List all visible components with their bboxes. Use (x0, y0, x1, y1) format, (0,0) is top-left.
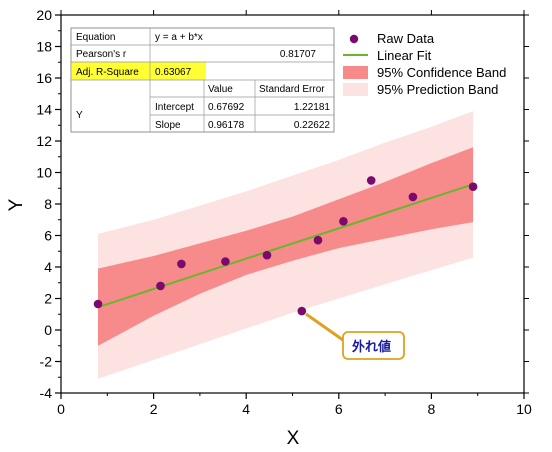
outlier-callout-box (342, 331, 405, 360)
stats-table: Equation y = a + b*x Pearson's r 0.81707… (70, 27, 335, 133)
data-point-8 (339, 217, 348, 226)
outlier-annotation: 外れ値 (305, 312, 405, 360)
y-tick-label--4: -4 (40, 385, 53, 401)
stats-param-group: Y (76, 110, 83, 121)
data-point-7 (313, 235, 323, 245)
legend: Raw Data Linear Fit 95% Confidence Band … (343, 31, 506, 97)
outlier-callout-leader (305, 312, 344, 342)
legend-label-prediction-band: 95% Prediction Band (377, 82, 498, 97)
stats-table-grid (71, 28, 334, 132)
data-point-4 (221, 257, 230, 266)
y-tick-label-0: 0 (44, 322, 52, 338)
data-point-11 (468, 182, 478, 191)
x-tick-label-10: 10 (516, 401, 532, 417)
stats-param-slope-value: 0.96178 (208, 120, 245, 131)
data-point-6 (297, 306, 307, 316)
y-tick-label-8: 8 (44, 196, 52, 212)
y-tick-label-6: 6 (44, 228, 52, 244)
y-tick-label-12: 12 (36, 133, 52, 149)
stats-col-standard-error: Standard Error (259, 84, 325, 95)
legend-label-raw-data: Raw Data (377, 31, 435, 46)
legend-label-confidence-band: 95% Confidence Band (377, 65, 506, 80)
y-tick-label-20: 20 (36, 7, 52, 23)
y-axis-title: Y (6, 198, 27, 211)
data-point-3 (177, 259, 186, 269)
adj-r-square-highlight (72, 62, 206, 80)
stats-label-pearson-r: Pearson's r (76, 49, 127, 60)
x-tick-label-2: 2 (150, 401, 158, 417)
y-tick-label-4: 4 (44, 259, 52, 275)
stats-param-intercept-value: 0.67692 (208, 102, 245, 113)
stats-param-intercept-name: Intercept (155, 102, 194, 113)
data-point-9 (366, 176, 376, 185)
data-point-1 (93, 299, 103, 309)
data-point-2 (156, 281, 165, 291)
x-tick-label-0: 0 (57, 401, 65, 417)
stats-label-adj-r-square: Adj. R-Square (76, 67, 139, 78)
outlier-callout-label: 外れ値 (351, 339, 391, 355)
x-tick-label-8: 8 (428, 401, 436, 417)
y-tick-label-18: 18 (36, 39, 52, 55)
legend-marker-confidence-band (343, 66, 368, 79)
stats-param-intercept-error: 1.22181 (294, 102, 331, 113)
stats-value-equation: y = a + b*x (155, 32, 203, 43)
stats-col-value: Value (208, 84, 233, 95)
x-axis-title: X (287, 428, 300, 449)
x-tick-label-6: 6 (335, 401, 343, 417)
y-tick-label-10: 10 (36, 165, 52, 181)
data-point-5 (262, 250, 272, 260)
data-point-10 (408, 192, 418, 202)
legend-marker-prediction-band (343, 83, 368, 96)
axes: 0 2 4 6 8 10 -4 -2 0 2 4 6 8 10 12 14 16 18 20 (36, 7, 532, 417)
legend-marker-raw-data (349, 34, 359, 44)
legend-label-linear-fit: Linear Fit (377, 48, 432, 63)
x-tick-label-4: 4 (242, 401, 250, 417)
stats-value-adj-r-square: 0.63067 (155, 67, 192, 78)
stats-param-slope-name: Slope (155, 120, 181, 131)
y-tick-label-14: 14 (36, 102, 52, 118)
stats-param-slope-error: 0.22622 (294, 120, 331, 131)
stats-label-equation: Equation (76, 32, 115, 43)
y-tick-label-2: 2 (44, 291, 52, 307)
stats-value-pearson-r: 0.81707 (280, 49, 317, 60)
plot-area (93, 111, 478, 379)
y-tick-label--2: -2 (40, 354, 53, 370)
y-tick-label-16: 16 (36, 70, 52, 86)
